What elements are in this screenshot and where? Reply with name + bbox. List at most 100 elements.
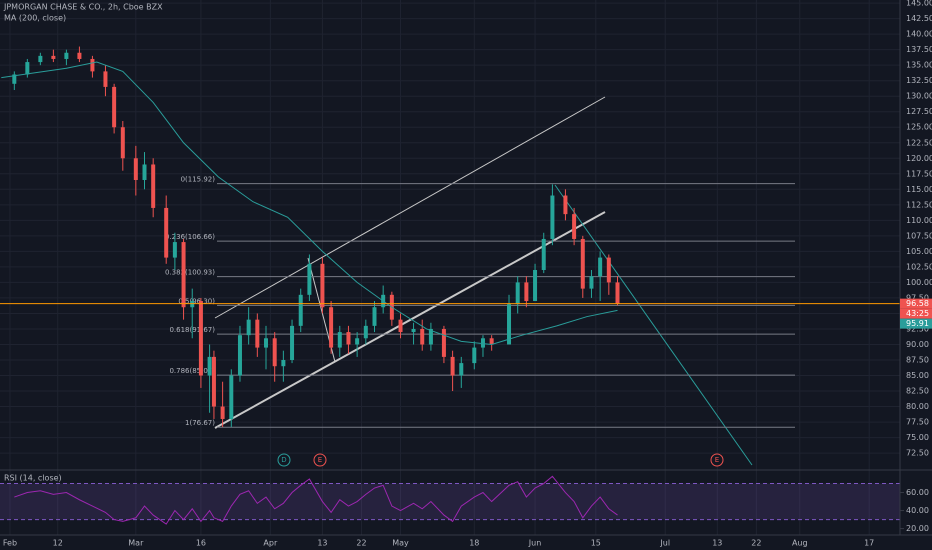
candle-body: [290, 325, 295, 360]
candle-body: [198, 301, 203, 376]
candle-body: [589, 276, 594, 289]
candle-body: [372, 307, 377, 326]
y-tick-label: 140.00: [906, 30, 932, 39]
event-marker[interactable]: E: [313, 453, 327, 467]
countdown-box: [900, 308, 932, 319]
x-tick-label: 16: [196, 539, 206, 548]
candle-body: [207, 356, 212, 376]
price-box: [900, 298, 932, 309]
candle-body: [533, 270, 538, 302]
y-tick-label: 135.00: [906, 61, 932, 70]
x-tick-label: 15: [591, 539, 601, 548]
x-tick-label: 12: [53, 539, 63, 548]
grid: [0, 0, 900, 535]
candle-body: [441, 328, 446, 357]
event-marker[interactable]: E: [710, 453, 724, 467]
y-tick-label: 120.00: [906, 154, 932, 163]
y-tick-label: 107.50: [906, 231, 932, 240]
rsi-tick-label: 20.00: [906, 524, 929, 533]
fib-label: 0.382(100.93): [165, 269, 215, 277]
last-price-label: 96.58: [906, 299, 929, 308]
candle-body: [25, 62, 30, 75]
fib-label: 0.5(96.30): [178, 297, 215, 305]
y-tick-label: 115.00: [906, 185, 932, 194]
candle-body: [120, 127, 125, 159]
y-tick-label: 90.00: [906, 340, 929, 349]
trend-line: [554, 184, 753, 466]
candle-body: [237, 335, 242, 376]
x-tick-label: Jun: [528, 539, 542, 548]
y-tick-label: 127.50: [906, 107, 932, 116]
candle-body: [329, 307, 334, 348]
candle-body: [420, 328, 425, 345]
y-tick-label: 102.50: [906, 262, 932, 271]
y-tick-label: 105.00: [906, 247, 932, 256]
candle-body: [563, 195, 568, 215]
chart-title: JPMORGAN CHASE & CO., 2h, Cboe BZX: [3, 3, 163, 12]
y-tick-label: 87.50: [906, 356, 929, 365]
candle-body: [307, 263, 312, 295]
y-tick-label: 77.50: [906, 418, 929, 427]
moving-average: [1, 61, 618, 345]
y-tick-label: 132.50: [906, 76, 932, 85]
event-circle: [277, 453, 291, 467]
candle-body: [355, 338, 360, 345]
candle-body: [550, 195, 555, 239]
candle-body: [615, 282, 620, 304]
y-tick-label: 100.00: [906, 278, 932, 287]
y-tick-label: 117.50: [906, 169, 932, 178]
rsi-title: RSI (14, close): [4, 474, 62, 483]
candle-body: [320, 263, 325, 308]
candle-body: [450, 356, 455, 376]
event-circle: [710, 453, 724, 467]
y-tick-label: 142.50: [906, 14, 932, 23]
candle-body: [272, 338, 277, 367]
y-tick-label: 92.50: [906, 324, 929, 333]
x-tick-label: Jul: [659, 539, 670, 548]
plot: 0(115.92) 0.236(106.66) 0.382(100.93) 0.5(9…: [0, 46, 900, 525]
candle-body: [411, 328, 416, 333]
y-tick-label: 75.00: [906, 433, 929, 442]
candle-body: [337, 332, 342, 348]
y-tick-label: 110.00: [906, 216, 932, 225]
y-tick-label: 122.50: [906, 138, 932, 147]
candle-body: [246, 319, 251, 336]
x-tick-label: Feb: [3, 539, 17, 548]
candle-body: [363, 325, 368, 339]
event-marker[interactable]: D: [277, 453, 291, 467]
candle-body: [90, 58, 95, 72]
candle-body: [459, 363, 464, 376]
y-tick-label: 137.50: [906, 45, 932, 54]
candle-body: [515, 282, 520, 305]
y-tick-label: 145.00: [906, 0, 932, 8]
candle-body: [112, 86, 117, 128]
candle-body: [164, 207, 169, 258]
x-tick-label: Aug: [792, 539, 808, 548]
candle-body: [151, 164, 156, 208]
event-circle: [313, 453, 327, 467]
candle-body: [606, 257, 611, 283]
rsi-tick-label: 40.00: [906, 506, 929, 515]
y-tick-label: 97.50: [906, 293, 929, 302]
candle-body: [480, 338, 485, 348]
candle-body: [211, 356, 216, 407]
x-tick-label: 18: [469, 539, 479, 548]
event-label: E: [715, 456, 719, 464]
channel-lower: [214, 211, 606, 429]
fib-label: 0.236(106.66): [165, 233, 215, 241]
candle-body: [472, 347, 477, 364]
candle-body: [255, 319, 260, 348]
x-tick-label: Mar: [128, 539, 144, 548]
fib-label: 0.786(85.07): [169, 367, 215, 375]
candle-body: [51, 55, 56, 59]
ma-price-label: 95.91: [906, 319, 929, 328]
rsi-line: [14, 475, 618, 525]
x-tick-label: 13: [712, 539, 722, 548]
event-label: E: [318, 456, 322, 464]
candle-body: [38, 55, 43, 63]
y-tick-label: 112.50: [906, 200, 932, 209]
candle-body: [398, 319, 403, 333]
candle-body: [507, 304, 512, 345]
candle-body: [598, 257, 603, 277]
